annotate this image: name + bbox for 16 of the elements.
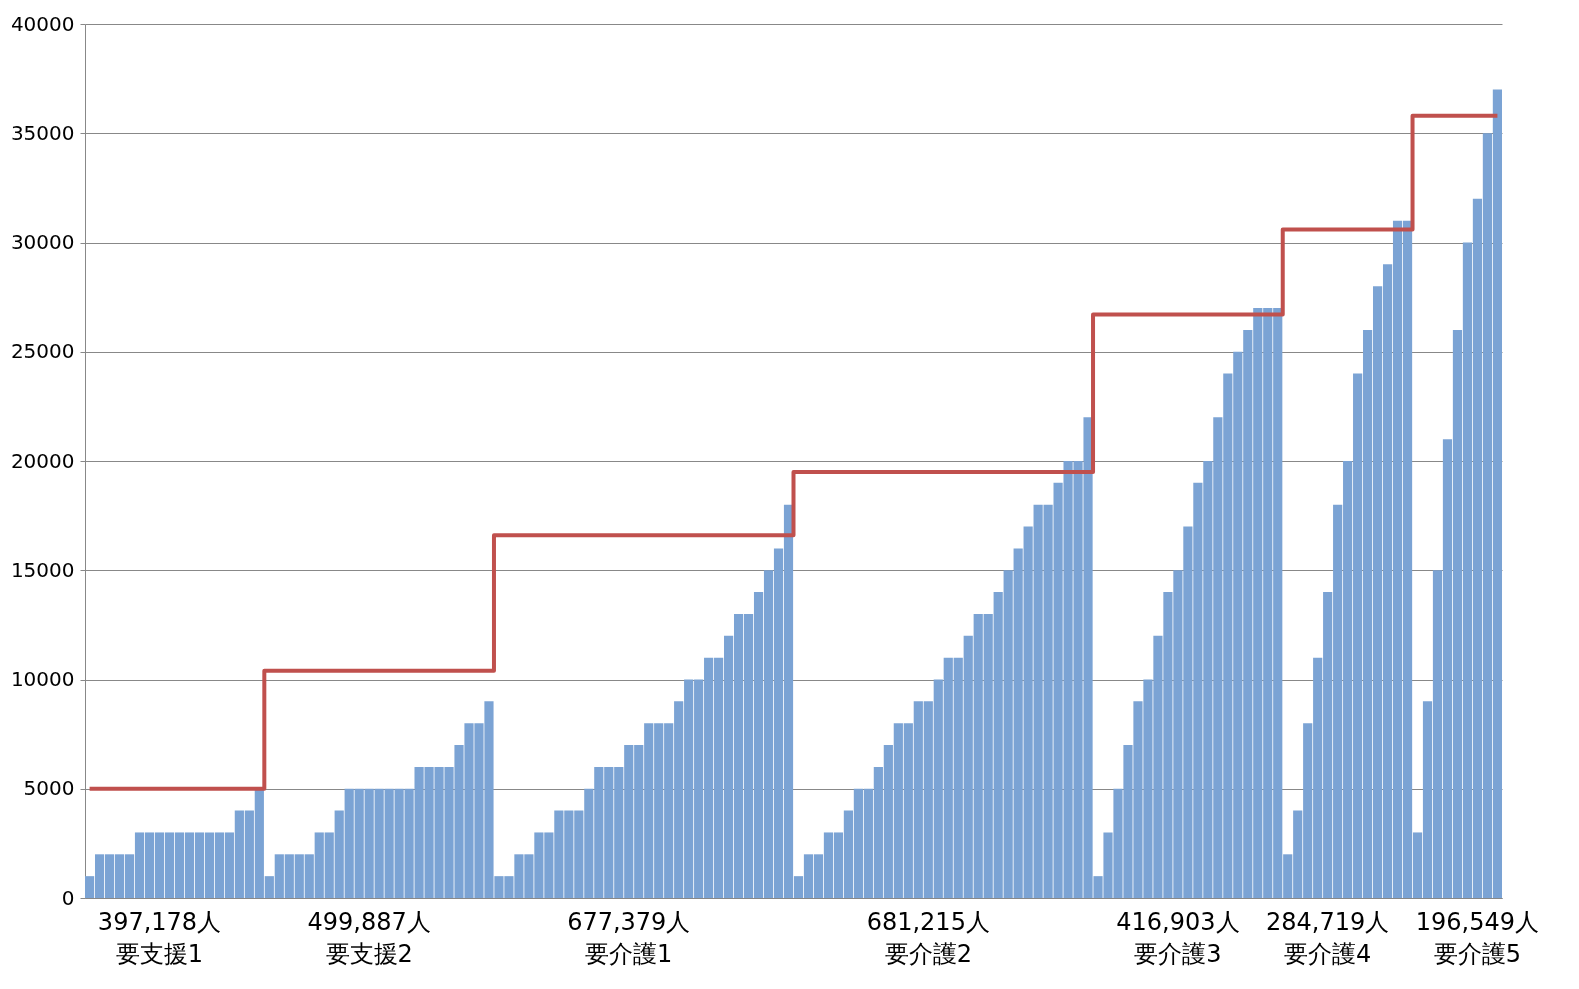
x-tick-label: 499,887人要支援2 (307, 907, 431, 968)
y-tick-label: 35000 (10, 120, 75, 145)
x-tick-label: 416,903人要介護3 (1116, 907, 1240, 968)
y-tick-label: 30000 (10, 230, 75, 254)
x-tick-label: 677,379人要介護1 (567, 907, 691, 968)
y-tick-label: 0 (61, 885, 75, 910)
y-tick-label: 5000 (23, 776, 75, 801)
y-tick-label: 10000 (10, 667, 75, 691)
x-tick-label: 196,549人要介護5 (1415, 907, 1540, 968)
x-tick-label: 397,178人要支援1 (97, 907, 222, 968)
y-tick-label: 20000 (10, 448, 75, 473)
x-tick-label: 284,719人要介護4 (1266, 907, 1390, 968)
x-tick-label: 681,215人要介護2 (866, 907, 990, 968)
y-tick-label: 25000 (10, 339, 75, 364)
y-tick-label: 15000 (10, 557, 75, 582)
y-tick-label: 40000 (10, 11, 75, 36)
